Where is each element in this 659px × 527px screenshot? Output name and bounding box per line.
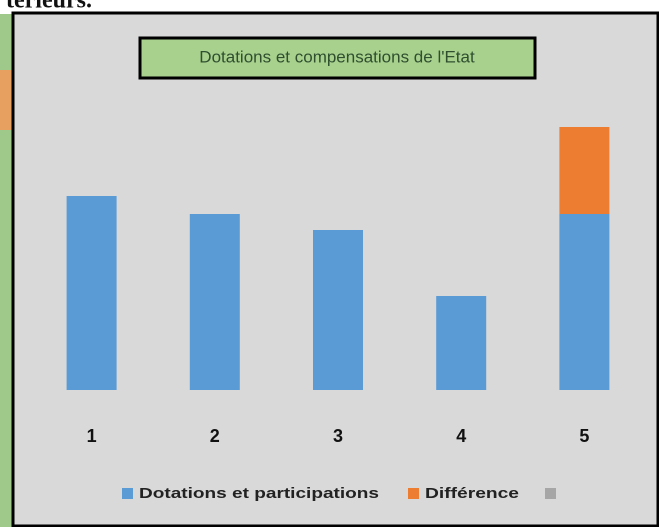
bar-segment (313, 230, 363, 390)
legend: Dotations et participations Différence (122, 485, 519, 502)
x-tick-label: 5 (579, 426, 589, 446)
bars: 1 2 3 4 5 (66, 127, 610, 446)
page-text: térieurs. (6, 0, 92, 14)
left-strip-cell (0, 70, 12, 130)
bar-segment (189, 214, 240, 390)
bar-segment (66, 196, 117, 390)
left-strip (0, 14, 12, 527)
x-tick-label: 3 (333, 426, 343, 446)
bar-segment (559, 127, 610, 214)
title-box (138, 36, 537, 80)
legend-label: Dotations et participations (139, 485, 379, 502)
legend-swatch (545, 488, 556, 499)
chart-title: Dotations et compensations de l'Etat (199, 47, 475, 66)
legend-swatch (122, 488, 133, 499)
bar-segment (436, 296, 487, 390)
x-tick-label: 4 (456, 426, 466, 446)
x-tick-label: 1 (87, 426, 97, 446)
bar-segment (559, 214, 610, 390)
x-tick-label: 2 (210, 426, 220, 446)
legend-label: Différence (425, 485, 519, 502)
legend-swatch (408, 488, 419, 499)
